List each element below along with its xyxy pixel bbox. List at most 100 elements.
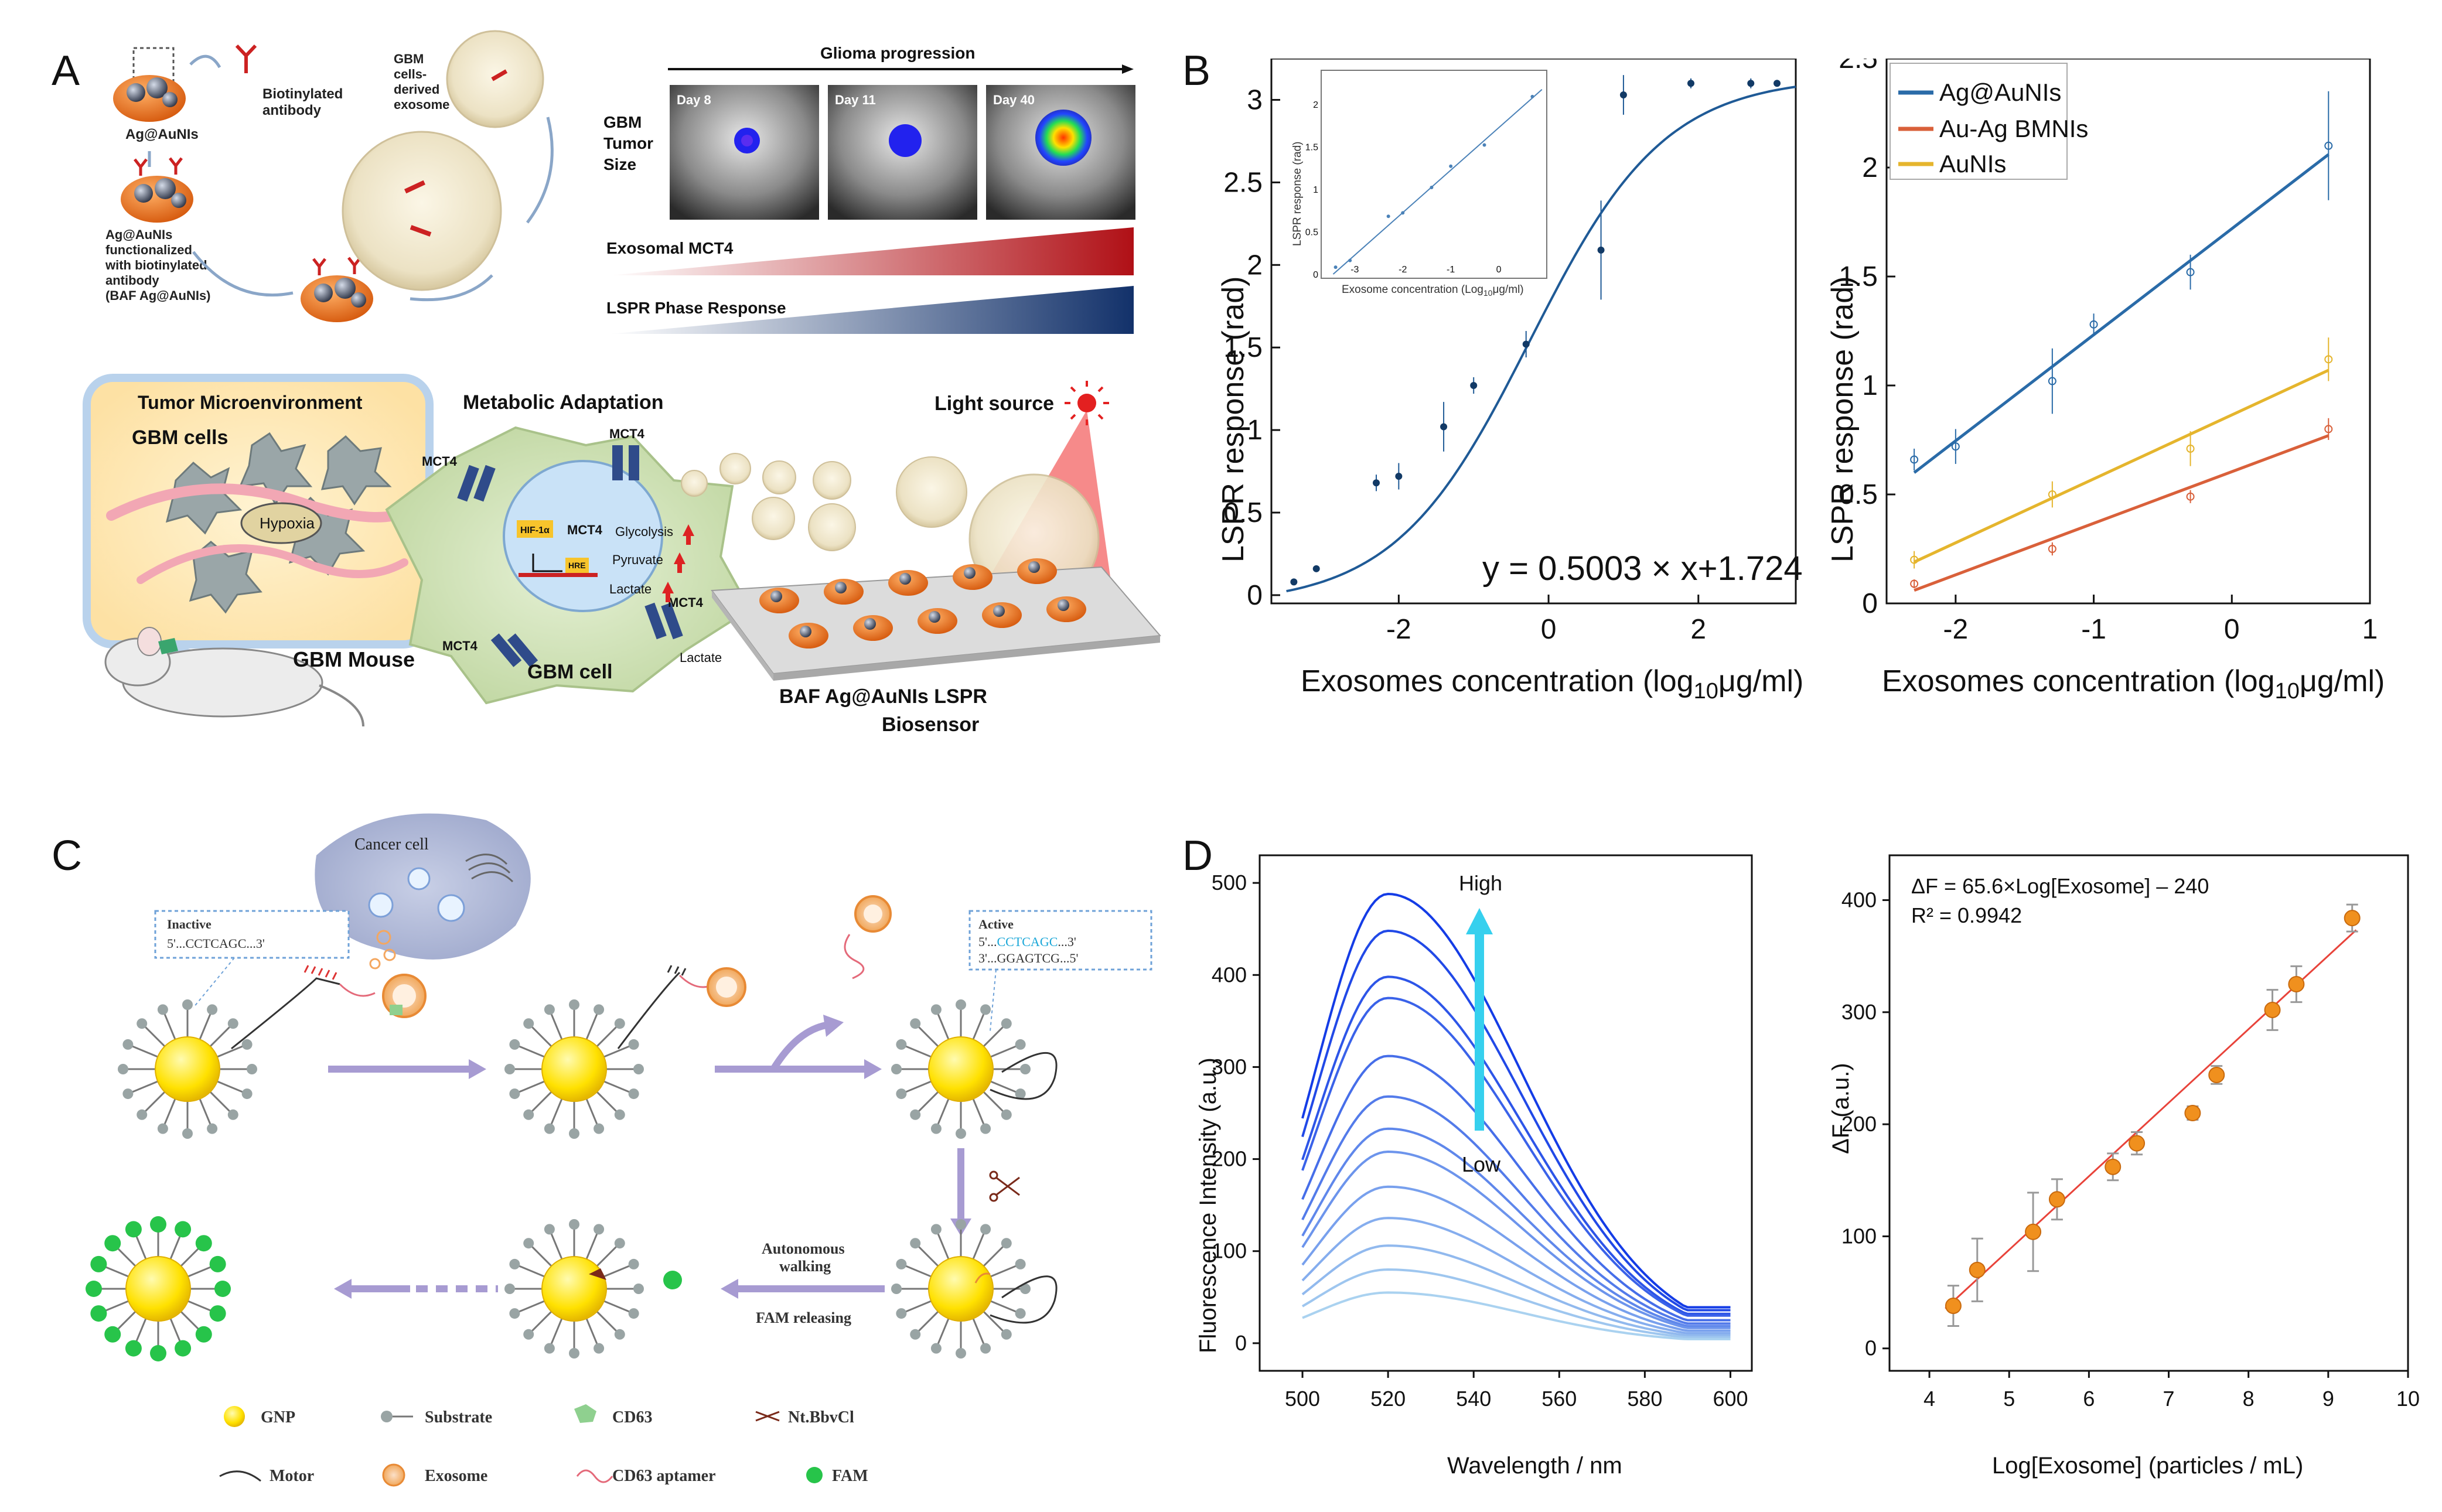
pyruvate-label: Pyruvate bbox=[612, 552, 663, 567]
br-ytick-label: 0 bbox=[1862, 588, 1878, 619]
substrate-strand bbox=[901, 1080, 932, 1095]
substrate-end bbox=[956, 1348, 966, 1359]
legend-substrate: Substrate bbox=[425, 1408, 492, 1426]
substrate-end bbox=[509, 1039, 520, 1050]
func-label-3: with biotinylated bbox=[105, 258, 207, 272]
substrate-end bbox=[594, 1004, 605, 1015]
substrate-end bbox=[544, 1343, 555, 1354]
fam-dot bbox=[175, 1221, 192, 1238]
substrate-end bbox=[896, 1088, 907, 1100]
bl-point bbox=[1470, 382, 1478, 389]
inactive-box bbox=[154, 910, 350, 959]
bl-inset-point bbox=[1386, 214, 1390, 219]
exosomal-mct4-label: Exosomal MCT4 bbox=[606, 239, 734, 257]
arrow-exo-down bbox=[526, 117, 554, 224]
br-fit-line bbox=[1914, 368, 2330, 564]
substrate-end bbox=[1001, 1329, 1012, 1340]
substrate-strand bbox=[603, 1300, 635, 1315]
substrate-strand bbox=[983, 1243, 1007, 1267]
dl-spectrum bbox=[1301, 1185, 1731, 1332]
bl-ytick-label: 2.5 bbox=[1223, 167, 1263, 198]
func-label-1: Ag@AuNIs bbox=[105, 227, 172, 242]
light-source-label: Light source bbox=[934, 392, 1054, 415]
substrate-end bbox=[544, 1004, 555, 1015]
substrate-strand bbox=[585, 1228, 600, 1260]
substrate-end bbox=[614, 1109, 625, 1120]
bl-xtick-label: -2 bbox=[1386, 614, 1411, 645]
substrate-strand bbox=[990, 1080, 1021, 1095]
substrate-end bbox=[509, 1088, 520, 1100]
substrate-end bbox=[594, 1224, 605, 1235]
active-box bbox=[968, 910, 1152, 971]
substrate-end bbox=[227, 1018, 238, 1029]
substrate-strand bbox=[972, 1228, 987, 1260]
substrate-end bbox=[523, 1238, 534, 1249]
substrate-strand bbox=[548, 1098, 563, 1129]
bl-inset-point bbox=[1401, 211, 1405, 215]
substrate-end bbox=[1001, 1238, 1012, 1249]
legend-ag: Ag@AuNIs bbox=[1939, 78, 2061, 106]
dr-ytick-label: 0 bbox=[1865, 1336, 1877, 1360]
panel-label-a: A bbox=[52, 47, 80, 94]
bl-point bbox=[1773, 80, 1781, 87]
dl-ytick-label: 0 bbox=[1235, 1331, 1247, 1355]
bl-inset-xtick: -1 bbox=[1447, 265, 1455, 275]
panel-a-schematic: Ag@AuNIs Biotinylated antibody Ag@AuNIs … bbox=[83, 30, 1162, 736]
substrate-end bbox=[241, 1039, 253, 1050]
substrate-end bbox=[896, 1308, 907, 1319]
c-legend: GNP Substrate CD63 Nt.BbvCl Motor Exosom… bbox=[219, 1404, 868, 1487]
dr-point bbox=[2025, 1223, 2042, 1240]
br-legend: Ag@AuNIs Au-Ag BMNIs AuNIs bbox=[1890, 63, 2088, 180]
inactive-seq: 5'...CCTCAGC...3' bbox=[167, 936, 265, 951]
substrate-strand bbox=[901, 1263, 932, 1278]
substrate-strand bbox=[596, 1091, 620, 1115]
fam-dot bbox=[214, 1281, 231, 1297]
dl-xtick-label: 540 bbox=[1456, 1387, 1491, 1411]
bl-point bbox=[1290, 578, 1298, 586]
dr-xtick-label: 10 bbox=[2396, 1387, 2420, 1411]
substrate-strand bbox=[915, 1243, 939, 1267]
bl-inset-point bbox=[1348, 258, 1352, 262]
substrate-strand bbox=[199, 1009, 213, 1040]
substrate-end bbox=[628, 1308, 639, 1319]
bl-ytick-label: 0.5 bbox=[1223, 497, 1263, 528]
dr-ylabel: ΔF (a.u.) bbox=[1828, 1063, 1854, 1154]
substrate-strand bbox=[935, 1098, 950, 1129]
dl-xtick-label: 560 bbox=[1541, 1387, 1577, 1411]
bl-inset-ytick: 1.5 bbox=[1305, 142, 1318, 152]
bl-inset-point bbox=[1333, 265, 1338, 269]
glycolysis-label: Glycolysis bbox=[615, 524, 673, 539]
dr-point bbox=[1969, 1261, 1986, 1278]
substrate-end bbox=[523, 1018, 534, 1029]
substrate-strand bbox=[217, 1043, 248, 1058]
bl-inset-ytick: 0.5 bbox=[1305, 227, 1318, 237]
substrate-end bbox=[594, 1343, 605, 1354]
substrate-strand bbox=[596, 1023, 620, 1047]
legend-fam: FAM bbox=[832, 1467, 868, 1485]
exosome-small bbox=[446, 30, 544, 128]
br-ytick-label: 2 bbox=[1862, 152, 1878, 183]
cancer-cell-label: Cancer cell bbox=[354, 835, 429, 854]
substrate-strand bbox=[983, 1310, 1007, 1335]
substrate-end bbox=[980, 1343, 991, 1354]
br-ytick-label: 2.5 bbox=[1839, 59, 1878, 74]
substrate-end bbox=[910, 1329, 921, 1340]
substrate-strand bbox=[901, 1043, 932, 1058]
br-point bbox=[2048, 490, 2056, 499]
legend-auni: AuNIs bbox=[1939, 150, 2006, 178]
substrate-end bbox=[956, 1128, 966, 1139]
func-label-4: antibody bbox=[105, 273, 159, 288]
substrate-end bbox=[614, 1018, 625, 1029]
bl-inset-fit bbox=[1332, 88, 1543, 275]
substrate-strand bbox=[972, 1318, 987, 1349]
fam-dot bbox=[195, 1326, 212, 1343]
br-xtick-label: 1 bbox=[2362, 614, 2378, 645]
br-point bbox=[1910, 555, 1919, 564]
substrate-strand bbox=[528, 1023, 552, 1047]
arrow-biotin bbox=[189, 54, 221, 69]
substrate-strand bbox=[983, 1091, 1007, 1115]
fam-dot bbox=[90, 1305, 107, 1322]
substrate-end bbox=[594, 1123, 605, 1134]
gnp-stage-4 bbox=[891, 1219, 1031, 1359]
